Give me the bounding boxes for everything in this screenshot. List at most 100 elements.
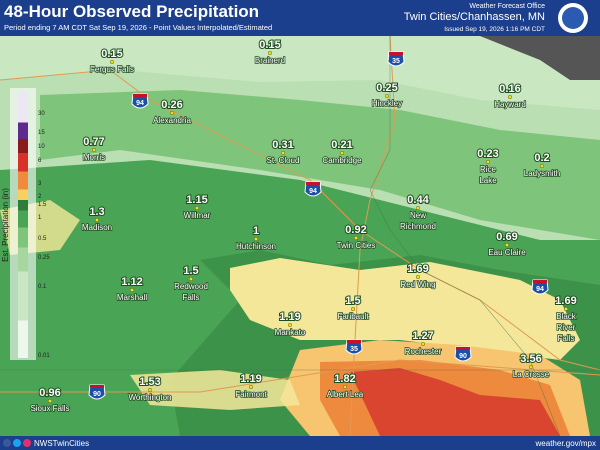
title: 48-Hour Observed Precipitation [4, 2, 259, 21]
nws-logo-inner [562, 7, 584, 29]
city-name: Twin Cities [337, 241, 376, 250]
highway-label: 94 [309, 188, 317, 195]
highway-shield-top [347, 340, 361, 343]
legend-swatch [18, 96, 28, 123]
city-name: Falls [183, 293, 200, 302]
city-name: Alexandria [153, 116, 191, 125]
city-name: Black [556, 312, 577, 321]
medium-zone [40, 90, 600, 240]
highway-label: 90 [459, 353, 467, 360]
legend-swatch [18, 122, 28, 139]
highway-shield-top [90, 385, 104, 388]
city-dot [248, 385, 253, 390]
city-name: Eau Claire [488, 248, 526, 257]
city-dot [188, 277, 193, 282]
city-name: Red Wing [400, 280, 435, 289]
city-name: Hayward [494, 100, 526, 109]
city-dot [288, 323, 293, 328]
city-dot [94, 217, 99, 222]
city-value: 0.31 [272, 139, 293, 151]
city-value: 1.5 [345, 295, 360, 307]
city-name: Faribault [337, 312, 369, 321]
legend-swatch [18, 320, 28, 358]
highway-shield-top [456, 347, 470, 350]
legend-label: 6 [38, 158, 42, 164]
city-dot [147, 388, 152, 393]
footer-site: weather.gov/mpx [535, 439, 596, 448]
city-name: La Crosse [513, 370, 550, 379]
city-value: 0.26 [161, 99, 182, 111]
city-name: Morris [83, 153, 105, 162]
legend-label: 0.25 [38, 255, 50, 261]
city-name: Redwood [174, 282, 208, 291]
city-value: 1.15 [186, 194, 207, 206]
city-name: Rice [480, 165, 497, 174]
city-value: 1.82 [334, 373, 355, 385]
city-value: 0.77 [83, 136, 104, 148]
footer-social: NWSTwinCities [34, 439, 89, 448]
highway-label: 90 [93, 391, 101, 398]
city-value: 0.21 [331, 139, 352, 151]
yellow-zone [230, 258, 580, 360]
city-dot [529, 365, 534, 370]
city-dot [508, 94, 513, 99]
no-data-zone [480, 36, 600, 80]
legend-swatch [18, 210, 28, 228]
city-name: Fairmont [235, 390, 267, 399]
city-value: 1.19 [240, 373, 261, 385]
city-dot [253, 236, 258, 241]
legend-swatch [18, 189, 28, 200]
light-zone [0, 36, 600, 110]
highway-shield [387, 51, 405, 67]
city-dot [505, 242, 510, 247]
city-dot [343, 385, 348, 390]
city-name: Rochester [405, 347, 442, 356]
city-value: 1 [253, 225, 259, 237]
highway-shield-top [389, 52, 403, 55]
legend-swatch [18, 247, 28, 272]
header-bar [0, 0, 600, 36]
city-value: 0.69 [496, 231, 517, 243]
city-value: 1.27 [412, 330, 433, 342]
issued: Issued Sep 19, 2026 1:16 PM CDT [444, 26, 545, 33]
highway-label: 94 [136, 100, 144, 107]
city-dot [169, 110, 174, 115]
city-value: 1.19 [279, 311, 300, 323]
borders [0, 36, 600, 437]
city-name: Sioux Falls [30, 404, 69, 413]
city-dot [540, 163, 545, 168]
red-zone [350, 368, 560, 436]
city-dot [385, 93, 390, 98]
city-dot [281, 150, 286, 155]
city-name: Albert Lea [327, 390, 364, 399]
city-name: Cambridge [322, 156, 362, 165]
city-name: Hutchinson [236, 242, 276, 251]
legend-label: 1.5 [38, 202, 47, 208]
city-value: 0.15 [101, 48, 122, 60]
city-value: 1.69 [555, 295, 576, 307]
city-name: St. Cloud [267, 156, 300, 165]
city-name: Lake [479, 176, 497, 185]
city-name: Hinckley [372, 99, 402, 108]
city-value: 0.96 [39, 387, 60, 399]
highway-label: 94 [536, 286, 544, 293]
legend-swatch [18, 200, 28, 211]
city-dot [351, 307, 356, 312]
legend-title: Est. Precipitation (in) [1, 188, 10, 262]
legend-swatch [18, 227, 28, 248]
city-name: Richmond [400, 222, 436, 231]
city-value: 0.15 [259, 39, 280, 51]
city-name: Madison [82, 223, 112, 232]
city-dot [416, 205, 421, 210]
city-dot [354, 235, 359, 240]
city-dot [421, 342, 426, 347]
highway-shield [88, 384, 106, 400]
legend-label: 2 [38, 194, 42, 200]
highway-label: 35 [350, 346, 358, 353]
city-value: 0.16 [499, 83, 520, 95]
city-value: 1.69 [407, 263, 428, 275]
highway-shield [454, 346, 472, 362]
city-dot [340, 150, 345, 155]
city-dot [91, 147, 96, 152]
